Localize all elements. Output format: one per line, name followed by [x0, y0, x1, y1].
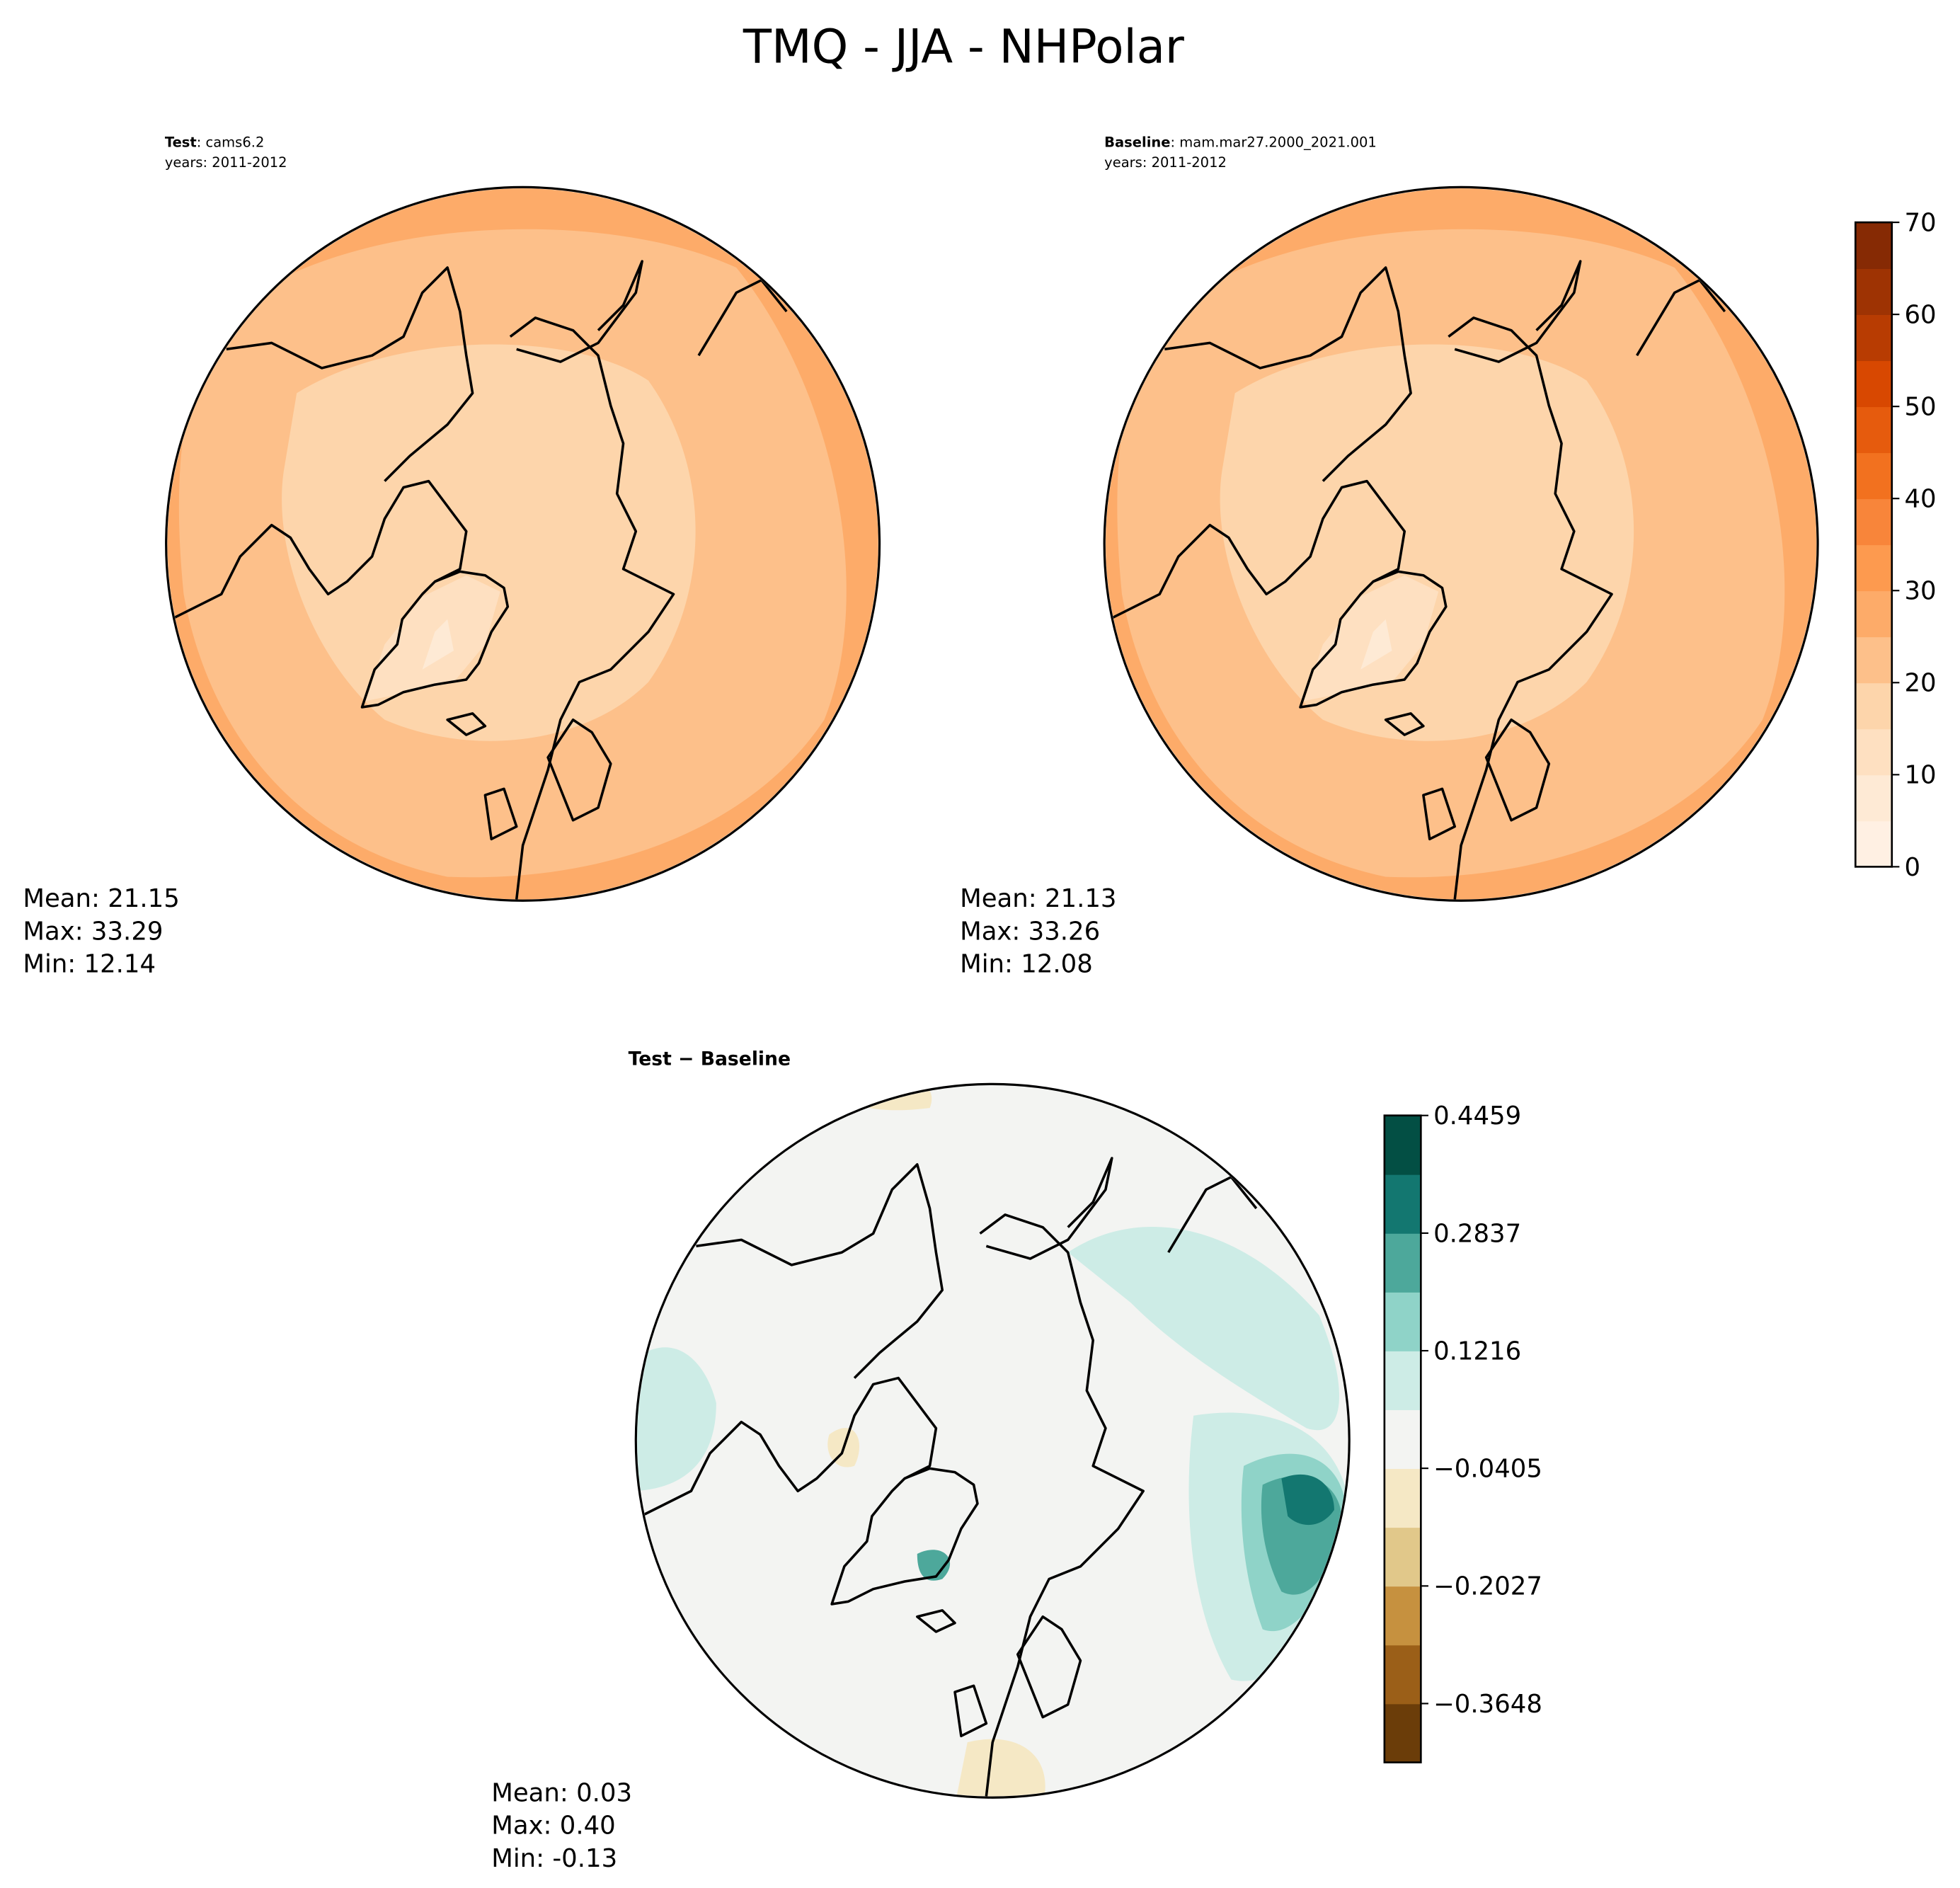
colorbar-segment: [1855, 222, 1892, 269]
colorbar-segment: [1384, 1703, 1421, 1763]
colorbar-frame: [1383, 1114, 1422, 1763]
colorbar-segment: [1384, 1468, 1421, 1528]
colorbar-tick-label: 70: [1904, 208, 1936, 237]
colorbar-segment: [1855, 406, 1892, 454]
colorbar-segment: [1855, 820, 1892, 868]
colorbar-tick-label: 0.1216: [1433, 1337, 1521, 1366]
colorbar-tick-label: 60: [1904, 301, 1936, 330]
colorbar-tick-label: −0.2027: [1433, 1572, 1542, 1601]
colorbar-segment: [1855, 544, 1892, 592]
test-years: years: 2011-2012: [165, 154, 287, 171]
diff-field: [637, 1085, 1348, 1797]
colorbar-segment: [1855, 498, 1892, 546]
baseline-max: Max: 33.26: [960, 917, 1100, 946]
colorbar-segment: [1855, 682, 1892, 730]
diff-map: [634, 1082, 1351, 1799]
colorbar-segment: [1384, 1351, 1421, 1410]
diff-colorbar: −0.3648 −0.2027 −0.0405 0.1216 0.2837 0.4459: [1383, 1102, 1542, 1763]
baseline-map-boundary: [1103, 185, 1819, 902]
baseline-years: years: 2011-2012: [1104, 154, 1227, 171]
test-case: : cams6.2: [197, 135, 265, 151]
diff-mean: Mean: 0.03: [491, 1779, 632, 1808]
diff-band-neg-1: [955, 1739, 1045, 1797]
test-map: [165, 185, 881, 902]
diff-band-pos-3: [917, 1550, 951, 1581]
baseline-map: [1103, 185, 1819, 902]
baseline-panel: Baseline: mam.mar27.2000_2021.001 years:…: [960, 135, 1819, 978]
field-band-min: [1360, 619, 1392, 670]
colorbar-tick-label: 50: [1904, 393, 1936, 422]
colorbar-tick-label: 20: [1904, 669, 1936, 698]
field-band-inner: [282, 344, 696, 741]
figure-title: TMQ - JJA - NHPolar: [743, 21, 1184, 74]
colorbar-segment: [1384, 1527, 1421, 1587]
test-header: Test: cams6.2: [165, 135, 264, 151]
test-label: Test: [165, 135, 197, 151]
colorbar-segment: [1855, 774, 1892, 822]
colorbar-segment: [1855, 314, 1892, 362]
tmq-colorbar: 0 10 20 30 40 50 60 70: [1854, 208, 1937, 882]
test-mean: Mean: 21.15: [23, 884, 179, 913]
test-field: [167, 188, 878, 900]
diff-min: Min: -0.13: [491, 1844, 617, 1873]
baseline-field: [1105, 188, 1817, 900]
diff-max: Max: 0.40: [491, 1812, 616, 1841]
colorbar-segment: [1384, 1115, 1421, 1175]
field-band-inner: [1220, 344, 1634, 741]
test-max: Max: 33.29: [23, 917, 163, 946]
diff-map-boundary: [634, 1082, 1351, 1799]
diff-band-pos-4: [1281, 1474, 1334, 1526]
colorbar-segment: [1384, 1291, 1421, 1351]
colorbar-tick-label: 0.2837: [1433, 1219, 1521, 1248]
colorbar-tick-label: 0.4459: [1433, 1102, 1521, 1131]
diff-panel: Test − Baseline Mean: 0.03 Max: 0.40 Min…: [491, 1048, 1351, 1873]
colorbar-tick-label: 40: [1904, 485, 1936, 514]
colorbar-tick-label: 10: [1904, 761, 1936, 790]
colorbar-segment: [1855, 268, 1892, 316]
colorbar-segment: [1384, 1174, 1421, 1234]
colorbar-tick-label: −0.3648: [1433, 1690, 1542, 1719]
colorbar-segment: [1384, 1409, 1421, 1470]
colorbar-segment: [1855, 360, 1892, 408]
colorbar-frame: [1854, 221, 1893, 868]
diff-band-pos-1: [637, 1347, 716, 1492]
baseline-label: Baseline: [1104, 135, 1170, 151]
colorbar-tick-label: 30: [1904, 577, 1936, 606]
colorbar-segment: [1384, 1232, 1421, 1293]
colorbar-segment: [1855, 728, 1892, 776]
baseline-mean: Mean: 21.13: [960, 884, 1116, 913]
test-min: Min: 12.14: [23, 949, 156, 978]
colorbar-segment: [1855, 452, 1892, 500]
baseline-min: Min: 12.08: [960, 949, 1093, 978]
diff-header: Test − Baseline: [629, 1048, 791, 1070]
colorbar-segment: [1384, 1644, 1421, 1705]
colorbar-segment: [1855, 590, 1892, 638]
colorbar-tick-label: 0: [1904, 853, 1920, 882]
colorbar-segment: [1384, 1586, 1421, 1646]
test-map-boundary: [165, 185, 881, 902]
baseline-header: Baseline: mam.mar27.2000_2021.001: [1104, 135, 1377, 151]
baseline-case: : mam.mar27.2000_2021.001: [1171, 135, 1377, 151]
field-band-min: [422, 619, 454, 670]
test-panel: Test: cams6.2 years: 2011-2012 Mean: 21.…: [23, 135, 881, 978]
colorbar-segment: [1855, 636, 1892, 684]
colorbar-tick-label: −0.0405: [1433, 1455, 1542, 1484]
diff-band-pos-1: [1067, 1226, 1340, 1431]
